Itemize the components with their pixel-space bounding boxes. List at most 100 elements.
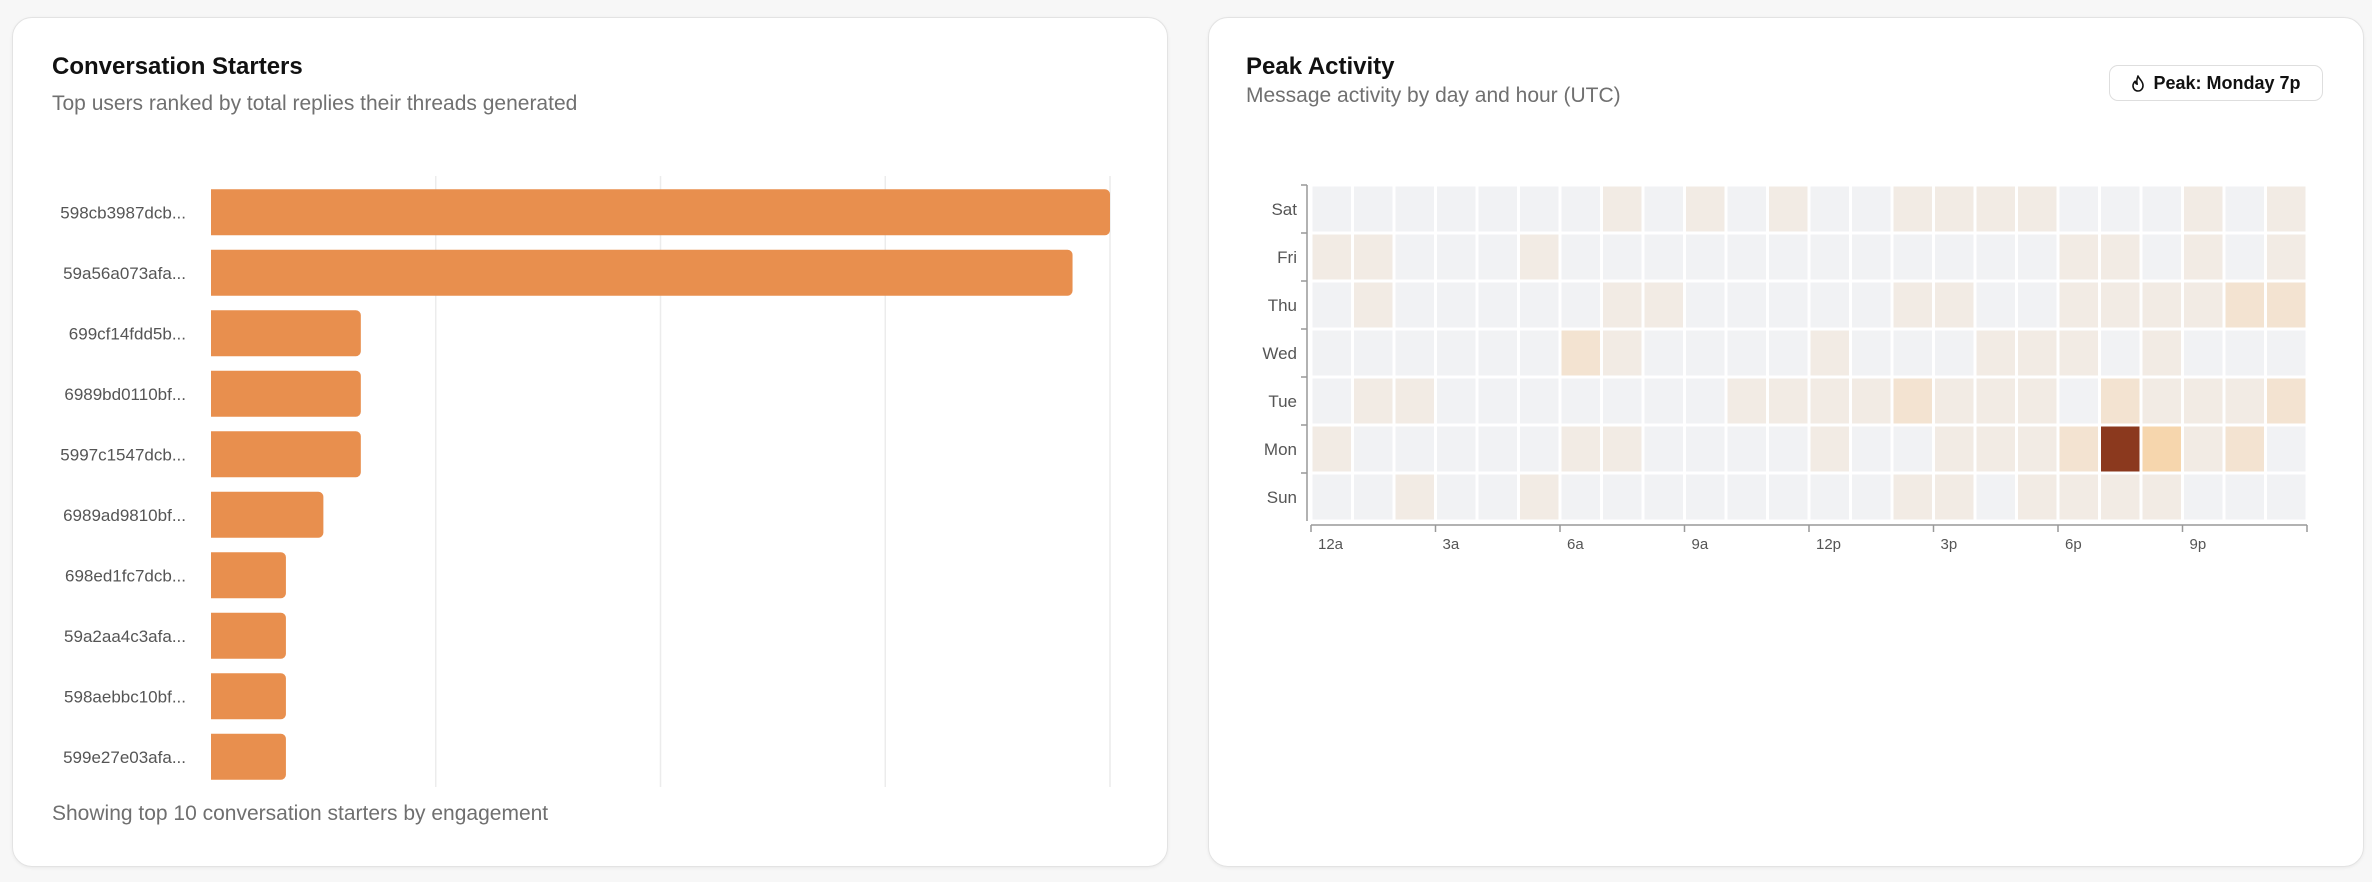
conversation-starters-card: Conversation Starters Top users ranked b… — [12, 17, 1168, 867]
heatmap-cell — [1520, 426, 1559, 472]
heatmap-cell — [1976, 282, 2015, 328]
heatmap-cell — [2059, 282, 2098, 328]
heatmap-cell — [1312, 234, 1351, 280]
heatmap-cell — [1395, 282, 1434, 328]
heatmap-cell — [1478, 378, 1517, 424]
heatmap-cell — [1769, 378, 1808, 424]
bar — [211, 673, 286, 720]
heatmap-cell — [1395, 378, 1434, 424]
heatmap-cell — [1520, 234, 1559, 280]
heatmap-cell — [1561, 378, 1600, 424]
heatmap-cell — [1354, 426, 1393, 472]
bar — [211, 491, 324, 538]
heatmap-cell — [1686, 186, 1725, 232]
heatmap-cell — [1810, 474, 1849, 520]
heatmap-cell — [2059, 330, 2098, 376]
heatmap-cell — [2101, 378, 2140, 424]
heatmap-cell — [2184, 474, 2223, 520]
peak-badge: Peak: Monday 7p — [2109, 65, 2323, 101]
heatmap-cell — [1312, 282, 1351, 328]
heatmap-cell — [1686, 234, 1725, 280]
heatmap-cell — [1312, 330, 1351, 376]
heatmap-cell — [1603, 426, 1642, 472]
heatmap-cell — [1478, 186, 1517, 232]
heatmap-day-label: Sun — [1267, 488, 1297, 507]
heatmap-cell — [1852, 330, 1891, 376]
bar-category-label: 598aebbc10bf... — [64, 687, 186, 706]
heatmap-cell — [1852, 282, 1891, 328]
heatmap-cell — [1727, 426, 1766, 472]
heatmap-cell — [1769, 282, 1808, 328]
heatmap-cell — [1478, 234, 1517, 280]
heatmap-cell — [1478, 330, 1517, 376]
bar-category-label: 59a56a073afa... — [63, 264, 186, 283]
bar-category-label: 5997c1547dcb... — [60, 445, 186, 464]
heatmap-cell — [1769, 186, 1808, 232]
heatmap-cell — [1395, 330, 1434, 376]
heatmap-day-label: Tue — [1268, 392, 1297, 411]
heatmap-cell — [2225, 330, 2264, 376]
heatmap-cell — [1976, 234, 2015, 280]
heatmap-cell — [2059, 186, 2098, 232]
heatmap-cell — [1810, 282, 1849, 328]
heatmap-cell — [1561, 474, 1600, 520]
bar-category-label: 698ed1fc7dcb... — [65, 566, 186, 585]
heatmap-cell — [2101, 330, 2140, 376]
heatmap-hour-label: 6p — [2065, 536, 2082, 553]
heatmap-cell — [2225, 186, 2264, 232]
heatmap-cell — [2184, 330, 2223, 376]
heatmap-cell — [1769, 474, 1808, 520]
heatmap-cell — [1644, 234, 1683, 280]
heatmap-cell — [1312, 426, 1351, 472]
heatmap-cell — [1478, 474, 1517, 520]
bar — [211, 612, 286, 659]
heatmap-cell — [1893, 282, 1932, 328]
heatmap-cell — [1561, 234, 1600, 280]
heatmap-cell — [2018, 474, 2057, 520]
heatmap-cell — [1935, 378, 1974, 424]
heatmap-cell — [2142, 426, 2181, 472]
heatmap-cell — [1686, 282, 1725, 328]
heatmap-hour-label: 12p — [1816, 536, 1841, 553]
heatmap-cell — [1893, 234, 1932, 280]
bar-category-label: 599e27e03afa... — [63, 748, 186, 767]
bar — [211, 552, 286, 599]
heatmap-cell — [2184, 282, 2223, 328]
heatmap-cell — [1976, 186, 2015, 232]
heatmap-cell — [1644, 378, 1683, 424]
heatmap-cell — [1395, 234, 1434, 280]
heatmap-cell — [2018, 186, 2057, 232]
heatmap-cell — [2101, 426, 2140, 472]
heatmap-cell — [2142, 330, 2181, 376]
heatmap-cell — [1769, 426, 1808, 472]
heatmap-cell — [1935, 282, 1974, 328]
heatmap-cell — [1561, 426, 1600, 472]
heatmap-cell — [1312, 378, 1351, 424]
heatmap-hour-label: 3p — [1941, 536, 1958, 553]
heatmap-cell — [1644, 282, 1683, 328]
heatmap-day-label: Thu — [1268, 296, 1297, 315]
heatmap-cell — [1603, 234, 1642, 280]
card-subtitle: Top users ranked by total replies their … — [52, 92, 578, 115]
heatmap-cell — [1395, 186, 1434, 232]
heatmap-cell — [1935, 330, 1974, 376]
heatmap-cell — [1686, 426, 1725, 472]
heatmap-cell — [1893, 426, 1932, 472]
heatmap-cell — [1935, 474, 1974, 520]
heatmap-cell — [1810, 378, 1849, 424]
heatmap-cell — [2059, 474, 2098, 520]
heatmap-cell — [2267, 426, 2306, 472]
heatmap-cell — [2267, 282, 2306, 328]
heatmap-cell — [2059, 378, 2098, 424]
heatmap-cell — [1437, 234, 1476, 280]
heatmap-cell — [1852, 474, 1891, 520]
heatmap-cell — [1852, 426, 1891, 472]
heatmap-cell — [2101, 234, 2140, 280]
flame-icon — [2131, 74, 2145, 92]
heatmap-cell — [2101, 282, 2140, 328]
heatmap-cell — [1478, 426, 1517, 472]
card-title: Peak Activity — [1246, 53, 1395, 80]
heatmap-cell — [1852, 378, 1891, 424]
heatmap-cell — [2018, 426, 2057, 472]
heatmap-cell — [1976, 474, 2015, 520]
